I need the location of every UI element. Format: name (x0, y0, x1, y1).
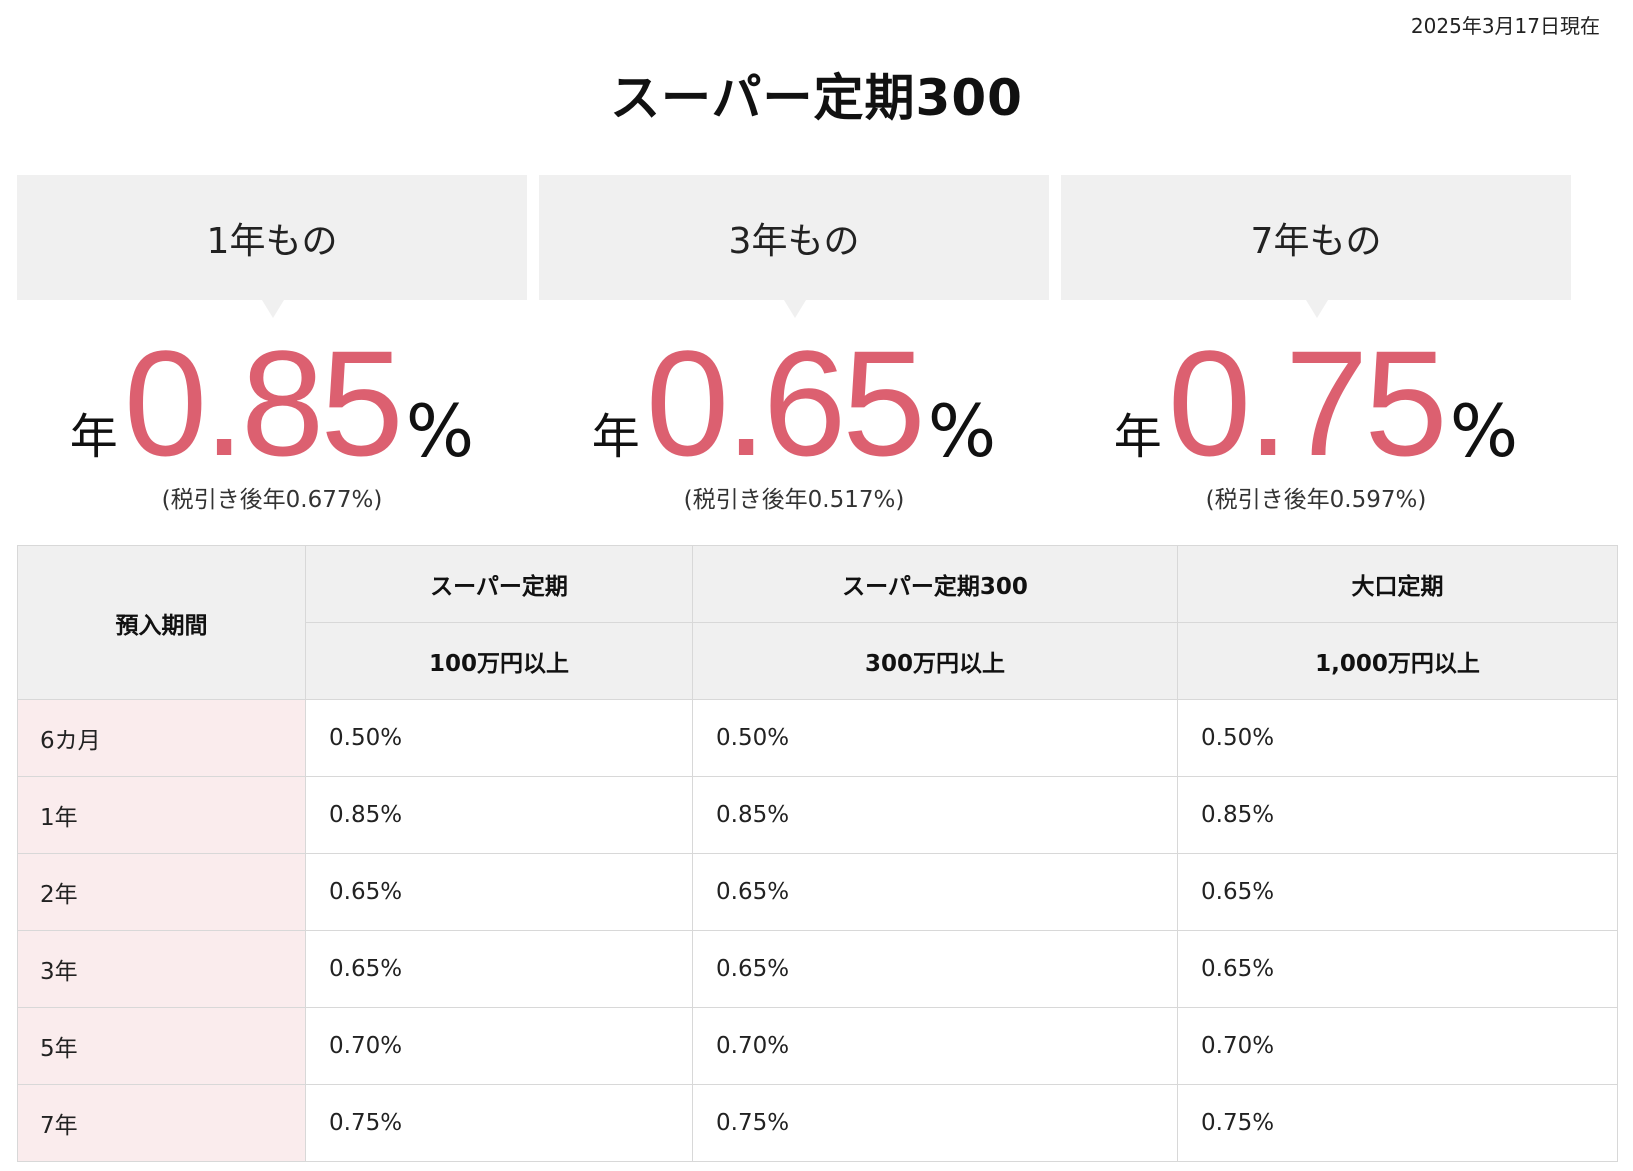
card-pointer (262, 300, 284, 318)
rate-cell: 0.65% (1177, 853, 1618, 931)
card-pointer (784, 300, 806, 318)
table-row: 2年 0.65% 0.65% 0.65% (17, 853, 1618, 931)
minimum-deposit-header: 1,000万円以上 (1177, 622, 1618, 700)
rate-table: 預入期間 スーパー定期 スーパー定期300 大口定期 100万円以上 300万円… (17, 545, 1618, 1162)
rate-percent-sign: % (927, 389, 997, 473)
rate-cards: 1年もの 年 0.85 % (税引き後年0.677%) 3年もの 年 0.65 … (17, 175, 1617, 515)
rate-cell: 0.65% (305, 853, 693, 931)
rate-cell: 0.75% (692, 1084, 1178, 1162)
as-of-date: 2025年3月17日現在 (1410, 14, 1600, 38)
rate-cell: 0.75% (1177, 1084, 1618, 1162)
rate-value: 0.75 (1167, 319, 1448, 487)
rate-cell: 0.75% (305, 1084, 693, 1162)
period-cell: 2年 (17, 853, 306, 931)
rate-value: 0.65 (645, 319, 926, 487)
table-row: 3年 0.65% 0.65% 0.65% (17, 930, 1618, 1008)
period-cell: 6カ月 (17, 699, 306, 777)
table-row: 6カ月 0.50% 0.50% 0.50% (17, 699, 1618, 777)
rate-prefix: 年 (1113, 409, 1162, 465)
card-pointer (1306, 300, 1328, 318)
rate-percent-sign: % (1449, 389, 1519, 473)
rate-cell: 0.85% (305, 776, 693, 854)
product-header: スーパー定期 (305, 545, 693, 623)
rate-cell: 0.65% (1177, 930, 1618, 1008)
minimum-deposit-header: 100万円以上 (305, 622, 693, 700)
period-cell: 7年 (17, 1084, 306, 1162)
rate-percent-sign: % (405, 389, 475, 473)
period-cell: 3年 (17, 930, 306, 1008)
after-tax-rate: (税引き後年0.677%) (161, 487, 383, 513)
rate-cell: 0.50% (692, 699, 1178, 777)
after-tax-rate: (税引き後年0.517%) (683, 487, 905, 513)
rate-display: 年 0.75 % (1061, 319, 1571, 487)
product-header: 大口定期 (1177, 545, 1618, 623)
rate-prefix: 年 (69, 409, 118, 465)
rate-cell: 0.50% (305, 699, 693, 777)
rate-cell: 0.85% (1177, 776, 1618, 854)
rate-cell: 0.70% (1177, 1007, 1618, 1085)
minimum-deposit-header: 300万円以上 (692, 622, 1178, 700)
card-term: 1年もの (17, 175, 527, 300)
rate-prefix: 年 (591, 409, 640, 465)
rate-cell: 0.70% (692, 1007, 1178, 1085)
period-column-header: 預入期間 (17, 545, 306, 700)
rate-cell: 0.85% (692, 776, 1178, 854)
table-header-row: 預入期間 スーパー定期 スーパー定期300 大口定期 (17, 545, 1618, 700)
rate-card-7-year: 7年もの 年 0.75 % (税引き後年0.597%) (1061, 175, 1571, 515)
product-header: スーパー定期300 (692, 545, 1178, 623)
card-term: 7年もの (1061, 175, 1571, 300)
after-tax-rate: (税引き後年0.597%) (1205, 487, 1427, 513)
rate-display: 年 0.65 % (539, 319, 1049, 487)
period-cell: 1年 (17, 776, 306, 854)
table-row: 7年 0.75% 0.75% 0.75% (17, 1084, 1618, 1162)
table-row: 5年 0.70% 0.70% 0.70% (17, 1007, 1618, 1085)
rate-card-3-year: 3年もの 年 0.65 % (税引き後年0.517%) (539, 175, 1049, 515)
rate-cell: 0.50% (1177, 699, 1618, 777)
page-title: スーパー定期300 (610, 69, 1023, 127)
rate-cell: 0.70% (305, 1007, 693, 1085)
table-row: 1年 0.85% 0.85% 0.85% (17, 776, 1618, 854)
rate-cell: 0.65% (692, 930, 1178, 1008)
rate-card-1-year: 1年もの 年 0.85 % (税引き後年0.677%) (17, 175, 527, 515)
rate-display: 年 0.85 % (17, 319, 527, 487)
rate-cell: 0.65% (692, 853, 1178, 931)
rate-cell: 0.65% (305, 930, 693, 1008)
period-cell: 5年 (17, 1007, 306, 1085)
table-subheader-row: 100万円以上 300万円以上 1,000万円以上 (18, 622, 1618, 700)
card-term: 3年もの (539, 175, 1049, 300)
rate-value: 0.85 (123, 319, 404, 487)
